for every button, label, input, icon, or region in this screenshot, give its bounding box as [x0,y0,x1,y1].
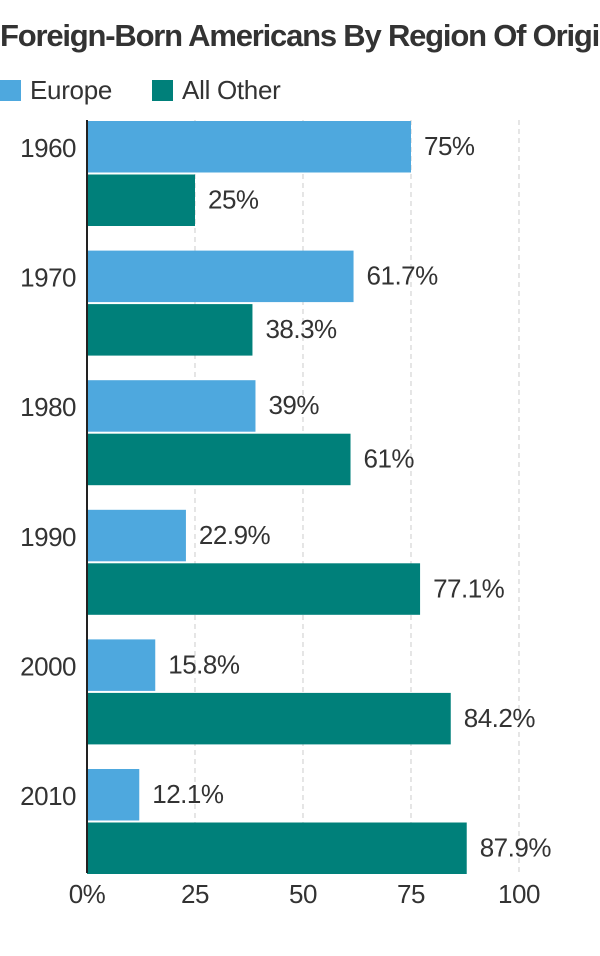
bar [87,250,354,303]
data-label: 84.2% [464,703,536,733]
category-label: 1970 [20,263,76,293]
data-label: 25% [208,185,259,215]
data-label: 22.9% [199,520,271,550]
bar [87,380,256,432]
bar [87,639,156,691]
category-label: 2000 [20,651,76,681]
data-label: 75% [424,131,475,161]
bar [87,174,195,226]
bar [87,433,351,486]
x-tick-label: 0% [69,879,106,909]
category-label: 1960 [20,133,76,163]
legend-label-all-other: All Other [182,74,281,105]
bar [87,692,451,745]
bar [87,304,253,356]
data-label: 39% [268,390,319,420]
legend-label-europe: Europe [30,74,113,105]
bar [87,563,421,615]
category-label: 1980 [20,392,76,422]
category-label: 2010 [20,781,76,811]
bar [87,121,411,173]
legend-swatch-all-other [152,79,174,101]
data-label: 15.8% [168,649,240,679]
data-label: 77.1% [433,573,505,603]
legend-item-europe: Europe [0,75,112,106]
bar [87,509,186,562]
x-tick-label: 50 [289,879,317,909]
chart-title: Foreign-Born Americans By Region Of Orig… [0,18,600,53]
data-label: 61.7% [367,261,439,291]
data-label: 87.9% [480,833,552,863]
category-label: 1990 [20,522,76,552]
x-tick-label: 100 [498,879,540,909]
data-label: 61% [364,444,415,474]
legend-item-all-other: All Other [152,74,281,106]
data-label: 38.3% [265,314,337,344]
legend: Europe All Other [0,73,321,107]
legend-swatch-europe [0,79,21,101]
bar [87,769,140,821]
x-tick-label: 25 [181,879,209,909]
data-label: 12.1% [152,779,224,809]
x-tick-label: 75 [397,879,425,909]
bar [87,822,467,874]
